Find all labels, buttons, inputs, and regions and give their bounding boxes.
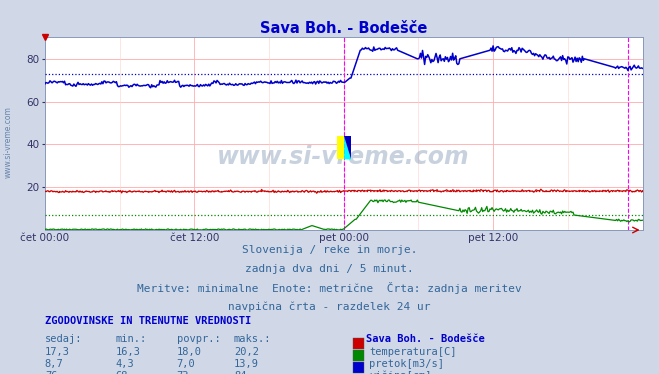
Text: Slovenija / reke in morje.: Slovenija / reke in morje. [242,245,417,255]
Text: 76: 76 [45,371,57,374]
Text: 4,3: 4,3 [115,359,134,369]
Text: Meritve: minimalne  Enote: metrične  Črta: zadnja meritev: Meritve: minimalne Enote: metrične Črta:… [137,282,522,294]
Text: 16,3: 16,3 [115,347,140,357]
Text: maks.:: maks.: [234,334,272,344]
Text: pretok[m3/s]: pretok[m3/s] [369,359,444,369]
Text: navpična črta - razdelek 24 ur: navpična črta - razdelek 24 ur [228,301,431,312]
Text: min.:: min.: [115,334,146,344]
Polygon shape [344,136,351,159]
Text: 73: 73 [177,371,189,374]
Text: sedaj:: sedaj: [45,334,82,344]
Text: 17,3: 17,3 [45,347,70,357]
Text: 68: 68 [115,371,128,374]
Text: 20,2: 20,2 [234,347,259,357]
FancyBboxPatch shape [337,136,344,159]
Text: 18,0: 18,0 [177,347,202,357]
Text: ZGODOVINSKE IN TRENUTNE VREDNOSTI: ZGODOVINSKE IN TRENUTNE VREDNOSTI [45,316,251,326]
Text: 13,9: 13,9 [234,359,259,369]
Text: temperatura[C]: temperatura[C] [369,347,457,357]
Text: Sava Boh. - Bodešče: Sava Boh. - Bodešče [366,334,484,344]
Text: www.si-vreme.com: www.si-vreme.com [4,106,13,178]
Text: www.si-vreme.com: www.si-vreme.com [217,145,470,169]
Text: višina[cm]: višina[cm] [369,371,432,374]
Text: 8,7: 8,7 [45,359,63,369]
Text: 84: 84 [234,371,246,374]
Text: 7,0: 7,0 [177,359,195,369]
Text: zadnja dva dni / 5 minut.: zadnja dva dni / 5 minut. [245,264,414,274]
Title: Sava Boh. - Bodešče: Sava Boh. - Bodešče [260,21,427,36]
Polygon shape [344,136,351,159]
Text: povpr.:: povpr.: [177,334,220,344]
